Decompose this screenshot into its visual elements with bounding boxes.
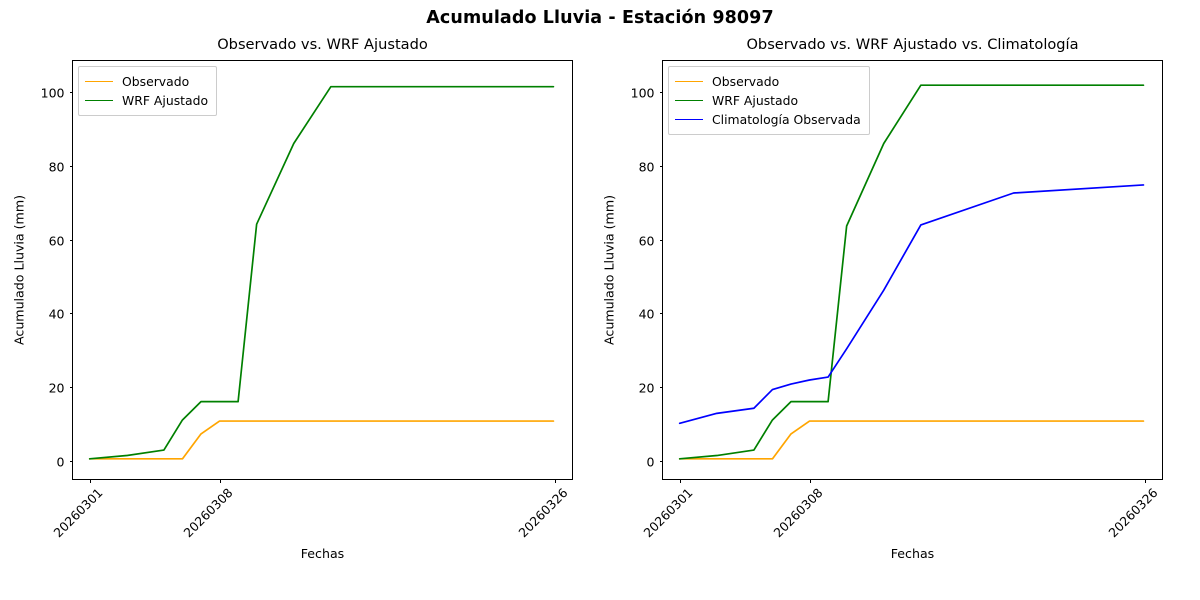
legend-line-swatch-icon (675, 100, 703, 101)
legend-item[interactable]: WRF Ajustado (675, 91, 861, 110)
subplot-left-lines (73, 61, 572, 479)
x-axis-tick-label: 20260326 (515, 485, 571, 541)
y-axis-tick-label: 80 (48, 159, 65, 175)
subplot-left-ylabel: Acumulado Lluvia (mm) (11, 195, 27, 345)
subplot-right-xlabel: Fechas (890, 546, 935, 561)
legend-item-label: Observado (122, 74, 190, 89)
subplot-left: Observado vs. WRF Ajustado Acumulado Llu… (12, 36, 573, 561)
legend-item[interactable]: Observado (675, 72, 861, 91)
subplot-right: Observado vs. WRF Ajustado vs. Climatolo… (602, 36, 1163, 561)
y-axis-tick-label: 0 (56, 454, 65, 470)
y-axis-tick-label: 80 (638, 159, 655, 175)
series-line-wrf-ajustado (680, 85, 1144, 459)
y-axis-tick-label: 100 (630, 85, 655, 101)
y-axis-tick-label: 40 (638, 306, 655, 322)
y-axis-tick-label: 0 (646, 454, 655, 470)
legend-line-swatch-icon (85, 81, 113, 82)
y-axis-tick: 20 (639, 381, 663, 396)
x-axis-tick (89, 479, 91, 483)
subplot-right-title: Observado vs. WRF Ajustado vs. Climatolo… (746, 36, 1079, 53)
x-axis-tick (679, 479, 681, 483)
x-axis-tick-label: 20260308 (180, 485, 236, 541)
subplot-right-lines (663, 61, 1162, 479)
subplot-left-legend: Observado WRF Ajustado (78, 66, 218, 116)
x-axis-tick-label: 20260301 (50, 485, 106, 541)
x-axis-tick-label: 20260301 (640, 485, 696, 541)
figure-title: Acumulado Lluvia - Estación 98097 (426, 8, 774, 28)
legend-item-label: Climatología Observada (712, 112, 861, 127)
y-axis-tick-label: 100 (40, 85, 65, 101)
y-axis-tick: 80 (49, 160, 73, 175)
x-axis-tick (555, 479, 557, 483)
x-axis-tick (810, 479, 812, 483)
series-line-wrf-ajustado (90, 87, 554, 459)
legend-item[interactable]: WRF Ajustado (85, 91, 208, 110)
series-line-observado (680, 421, 1144, 459)
subplot-left-plot-area: 0 20 40 60 80 100 20260301 20260308 20260326 (41, 60, 573, 540)
subplot-left-title: Observado vs. WRF Ajustado (217, 36, 428, 53)
y-axis-tick: 20 (49, 381, 73, 396)
y-axis-tick-label: 20 (638, 380, 655, 396)
series-line-observado (90, 421, 554, 459)
y-axis-tick-label: 40 (48, 306, 65, 322)
y-axis-tick: 60 (639, 233, 663, 248)
y-axis-tick: 60 (49, 233, 73, 248)
legend-line-swatch-icon (675, 119, 703, 120)
y-axis-tick-label: 20 (48, 380, 65, 396)
y-axis-tick-label: 60 (48, 233, 65, 249)
legend-line-swatch-icon (675, 81, 703, 82)
y-axis-tick-label: 60 (638, 233, 655, 249)
x-axis-tick (220, 479, 222, 483)
y-axis-tick: 40 (49, 307, 73, 322)
y-axis-tick: 0 (647, 454, 663, 469)
legend-item-label: WRF Ajustado (712, 93, 799, 108)
subplot-left-xlabel: Fechas (300, 546, 345, 561)
subplot-right-ylabel: Acumulado Lluvia (mm) (601, 195, 617, 345)
legend-item[interactable]: Observado (85, 72, 208, 91)
x-axis-tick-label: 20260326 (1105, 485, 1161, 541)
y-axis-tick: 100 (41, 86, 73, 101)
x-axis-tick-label: 20260308 (770, 485, 826, 541)
legend-item-label: Observado (712, 74, 780, 89)
legend-item[interactable]: Climatología Observada (675, 110, 861, 129)
y-axis-tick: 100 (631, 86, 663, 101)
y-axis-tick: 40 (639, 307, 663, 322)
series-line-climatolog-a-observada (680, 185, 1144, 423)
y-axis-tick: 0 (57, 454, 73, 469)
subplot-right-legend: Observado WRF Ajustado Climatología Observ… (668, 66, 870, 135)
legend-item-label: WRF Ajustado (122, 93, 209, 108)
x-axis-tick (1145, 479, 1147, 483)
y-axis-tick: 80 (639, 160, 663, 175)
legend-line-swatch-icon (85, 100, 113, 101)
